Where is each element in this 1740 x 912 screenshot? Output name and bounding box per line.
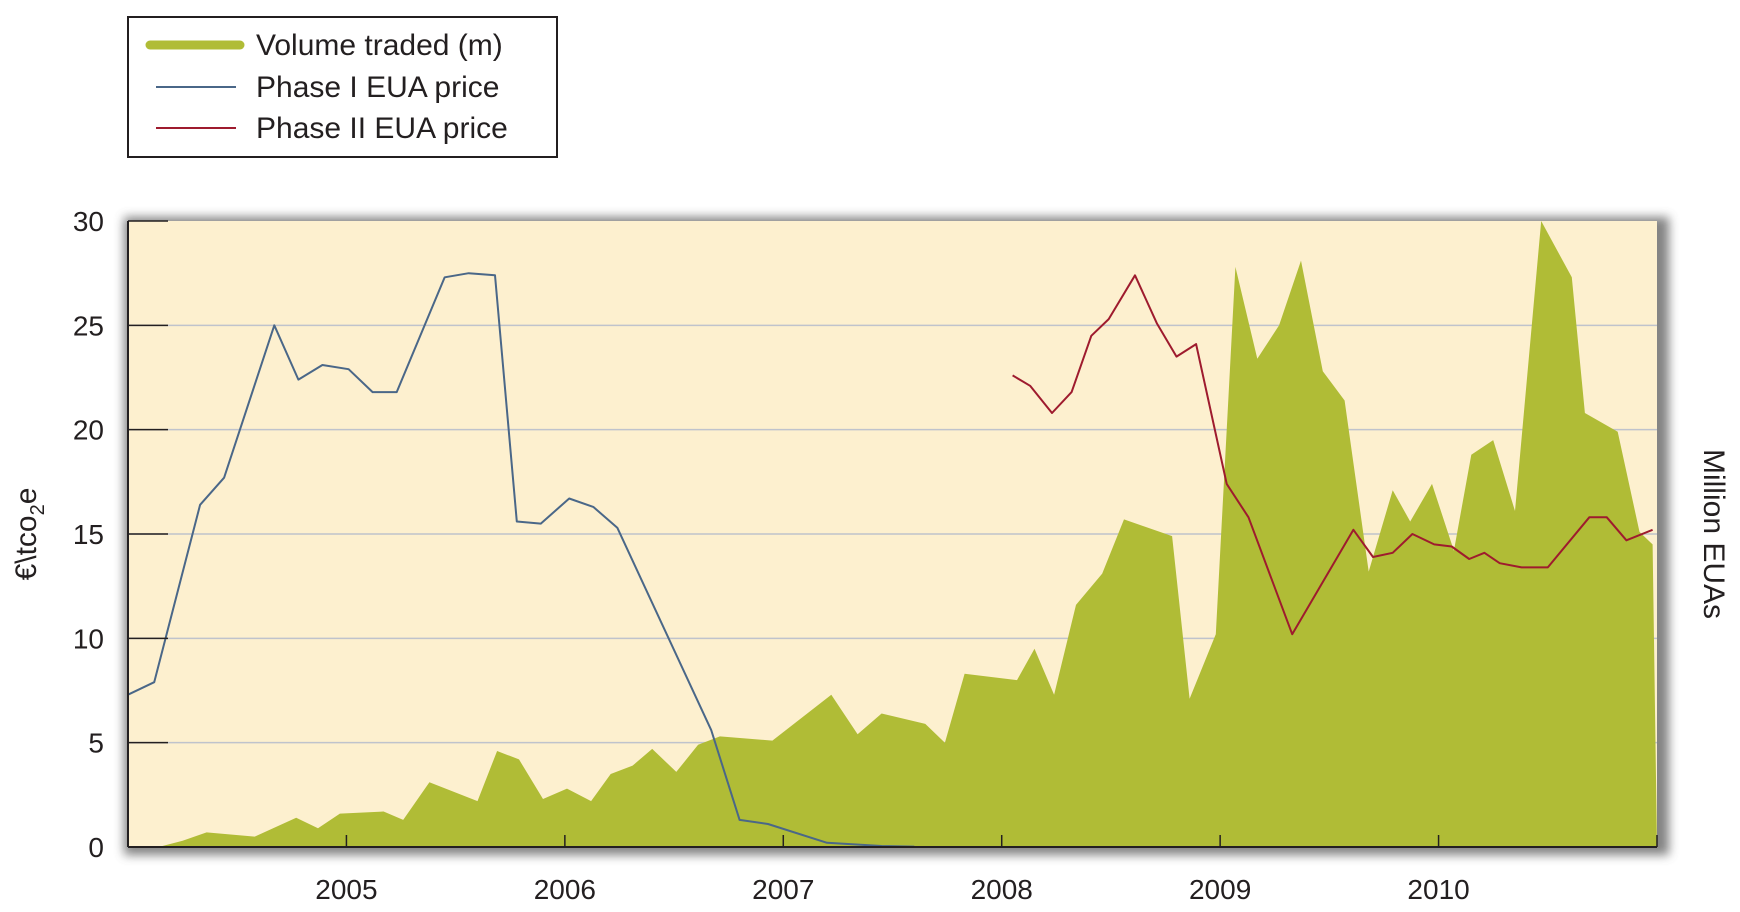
x-tick-label: 2010: [1407, 874, 1469, 905]
axes: [127, 220, 1658, 848]
y-tick-label: 0: [88, 832, 104, 863]
phase2-series: [1012, 274, 1653, 636]
volume-series: [128, 221, 1657, 847]
y-tick-label: 30: [73, 206, 104, 237]
y-tick-label: 20: [73, 415, 104, 446]
phase1-series: [127, 272, 915, 848]
legend-label-volume: Volume traded (m): [256, 29, 503, 62]
legend-label-phase1: Phase I EUA price: [256, 71, 499, 104]
phase1-price-line: [127, 272, 915, 848]
volume-area: [128, 221, 1657, 847]
x-tick-label: 2006: [534, 874, 596, 905]
x-tick-label: 2005: [315, 874, 377, 905]
x-tick-label: 2009: [1189, 874, 1251, 905]
x-tick-label: 2007: [752, 874, 814, 905]
legend-label-phase2: Phase II EUA price: [256, 112, 508, 145]
y-tick-label: 5: [88, 728, 104, 759]
y-tick-label: 10: [73, 623, 104, 654]
y-tick-label: 25: [73, 310, 104, 341]
legend-item-phase2: Phase II EUA price: [156, 112, 508, 145]
legend-item-phase1: Phase I EUA price: [156, 71, 499, 104]
y-tick-label: 15: [73, 519, 104, 550]
legend-item-volume: Volume traded (m): [145, 29, 503, 62]
x-tick-labels: 2005 2006 2007 2008 2009 2010: [315, 874, 1469, 905]
phase2-price-line: [1012, 274, 1653, 636]
y-tick-labels: 0 5 10 15 20 25 30: [73, 206, 104, 863]
x-tick-label: 2008: [971, 874, 1033, 905]
legend: Volume traded (m) Phase I EUA price Phas…: [127, 16, 558, 158]
y2-axis-title: Million EUAs: [1697, 449, 1730, 619]
y-axis-title: €\tco2e: [10, 488, 49, 581]
